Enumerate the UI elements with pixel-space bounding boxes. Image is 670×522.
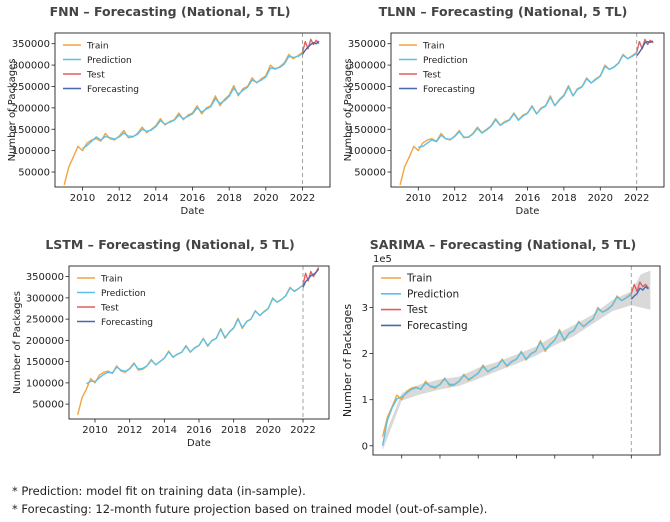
legend-label: Test [86, 71, 105, 81]
legend-label: Prediction [87, 56, 132, 66]
chart-title: SARIMA – Forecasting (National, 5 TL) [370, 237, 636, 252]
series-line-forecasting [630, 286, 649, 300]
x-tick-label: 2020 [588, 193, 613, 204]
y-tick-label: 2 [362, 349, 368, 360]
chart-title: LSTM – Forecasting (National, 5 TL) [45, 237, 294, 252]
y-tick-label: 200000 [26, 336, 64, 347]
x-tick-label: 2016 [515, 193, 540, 204]
x-tick-label: 2012 [106, 193, 131, 204]
y-tick-label: 150000 [12, 125, 50, 136]
y-tick-label: 100000 [26, 378, 64, 389]
footnote-prediction: * Prediction: model fit on training data… [12, 484, 306, 498]
x-tick-label: 2018 [221, 425, 246, 436]
x-tick-label: 2022 [290, 425, 315, 436]
legend-label: Prediction [407, 288, 459, 300]
legend-label: Test [406, 304, 428, 316]
x-tick-label: 2016 [180, 193, 205, 204]
chart-title: TLNN – Forecasting (National, 5 TL) [379, 4, 628, 19]
y-tick-label: 50000 [18, 168, 50, 179]
series-line-test [636, 38, 654, 53]
y-tick-label: 300000 [348, 61, 386, 72]
legend: Train Prediction Test Forecasting [381, 273, 468, 332]
series-line-prediction [85, 284, 304, 385]
offset-label: 1e5 [373, 254, 392, 265]
series-line-prediction [82, 52, 303, 150]
x-tick-label: 2022 [624, 193, 649, 204]
chart-panel-3: SARIMA – Forecasting (National, 5 TL) 2 0 1… [341, 237, 661, 459]
legend-label: Train [86, 42, 109, 52]
figure: FNN – Forecasting (National, 5 TL)2010 20… [7, 4, 665, 459]
y-tick-label: 350000 [348, 39, 386, 50]
y-tick-label: 100000 [12, 146, 50, 157]
x-tick-label: 2010 [70, 193, 95, 204]
legend-label: Forecasting [87, 85, 139, 95]
legend: Train Prediction Test Forecasting [399, 42, 475, 95]
y-tick-label: 200000 [348, 103, 386, 114]
legend-label: Prediction [423, 56, 468, 66]
legend: Train Prediction Test Forecasting [63, 42, 139, 95]
y-tick-label: 350000 [26, 272, 64, 283]
y-axis-label: Number of Packages [343, 59, 354, 162]
series-line-prediction [418, 52, 638, 148]
x-tick-label: 2014 [143, 193, 168, 204]
chart-title: FNN – Forecasting (National, 5 TL) [50, 4, 291, 19]
x-tick-label: 2014 [478, 193, 503, 204]
x-tick-label: 2020 [253, 193, 278, 204]
x-tick-label: 2016 [186, 425, 211, 436]
y-tick-label: 250000 [12, 82, 50, 93]
x-tick-label: 2010 [406, 193, 431, 204]
x-tick-label: 2010 [82, 425, 107, 436]
y-tick-label: 300000 [12, 61, 50, 72]
legend-label: Test [422, 71, 441, 81]
x-axis-label: Date [181, 206, 205, 217]
series-line-forecasting [302, 268, 320, 288]
x-tick-label: 2012 [117, 425, 142, 436]
y-axis-label: Number of Packages [12, 291, 23, 394]
y-tick-label: 150000 [26, 357, 64, 368]
y-tick-label: 50000 [354, 168, 386, 179]
x-tick-label: 2018 [216, 193, 241, 204]
legend-label: Forecasting [101, 318, 153, 328]
footnote-forecasting: * Forecasting: 12-month future projectio… [12, 502, 488, 516]
x-tick-label: 2014 [152, 425, 177, 436]
series-line-train [63, 51, 303, 186]
y-tick-label: 0 [362, 441, 368, 452]
x-tick-label: 2012 [442, 193, 467, 204]
y-tick-label: 150000 [348, 125, 386, 136]
series-line-forecasting [636, 40, 654, 57]
x-tick-label: 2020 [256, 425, 281, 436]
x-axis-label: Date [516, 206, 540, 217]
x-tick-label: 2022 [290, 193, 315, 204]
series-line-prediction [381, 294, 632, 446]
y-tick-label: 250000 [348, 82, 386, 93]
y-tick-label: 200000 [12, 103, 50, 114]
x-axis-label: Date [187, 438, 211, 449]
y-tick-label: 100000 [348, 146, 386, 157]
series-line-forecasting [301, 40, 320, 55]
legend-label: Forecasting [407, 320, 468, 332]
legend-label: Test [100, 304, 119, 314]
x-tick-label: 2018 [551, 193, 576, 204]
series-line-test [301, 38, 320, 53]
series-line-test [630, 281, 650, 294]
legend-label: Prediction [101, 289, 146, 299]
confidence-band [382, 270, 651, 451]
legend-label: Train [406, 273, 432, 285]
y-tick-label: 350000 [12, 39, 50, 50]
legend: Train Prediction Test Forecasting [77, 275, 153, 328]
y-tick-label: 1 [362, 395, 368, 406]
y-tick-label: 3 [362, 303, 368, 314]
legend-label: Forecasting [423, 85, 475, 95]
y-axis-label: Number of Packages [341, 304, 354, 417]
y-tick-label: 300000 [26, 293, 64, 304]
legend-label: Train [422, 42, 445, 52]
chart-panel-1: TLNN – Forecasting (National, 5 TL) 2010 2… [343, 4, 665, 217]
y-tick-label: 250000 [26, 315, 64, 326]
legend-label: Train [100, 275, 123, 285]
chart-panel-2: LSTM – Forecasting (National, 5 TL) 2010 2… [12, 237, 330, 449]
chart-panel-0: FNN – Forecasting (National, 5 TL) 2010 20… [7, 4, 331, 217]
y-tick-label: 50000 [32, 400, 64, 411]
y-axis-label: Number of Packages [7, 59, 18, 162]
